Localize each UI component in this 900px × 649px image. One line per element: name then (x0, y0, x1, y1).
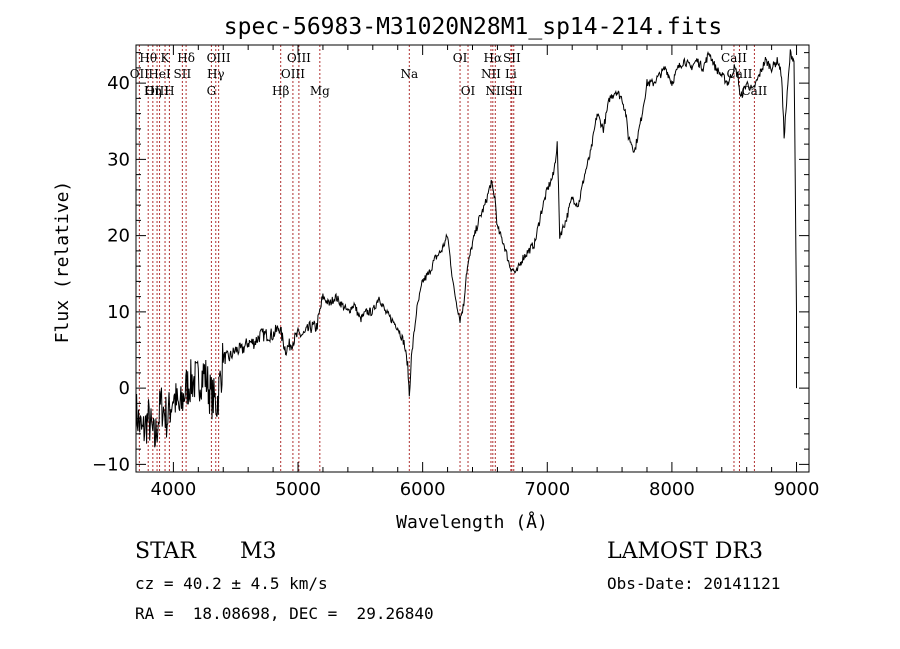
y-tick-label-0: 0 (119, 378, 130, 399)
axis-tick-labels: 4000 5000 6000 7000 8000 9000 −10 0 10 20 30 40 (92, 73, 819, 500)
x-tick-label-8000: 8000 (649, 479, 695, 500)
line-label-19: Hη (144, 84, 162, 98)
flux-series-line (135, 49, 797, 448)
line-label-5: OI (453, 51, 468, 65)
line-label-10: HeI (148, 67, 171, 81)
line-label-18: OIII (145, 84, 169, 98)
y-tick-label-40: 40 (107, 73, 130, 94)
line-label-23: Mg (310, 84, 330, 98)
chart-title: spec-56983-M31020N28M1_sp14-214.fits (224, 14, 723, 40)
line-label-1: K (161, 51, 171, 65)
line-label-26: SII (505, 84, 523, 98)
line-label-0: Hθ (139, 51, 157, 65)
y-axis-label: Flux (relative) (52, 181, 73, 344)
object-class: STAR (135, 539, 196, 564)
line-label-27: CaII (741, 84, 767, 98)
coordinates: RA = 18.08698, DEC = 29.26840 (135, 604, 434, 623)
line-label-6: Hα (484, 51, 503, 65)
redshift-cz: cz = 40.2 ± 4.5 km/s (135, 574, 328, 593)
observation-date: Obs-Date: 20141121 (607, 574, 781, 593)
object-subclass: M3 (240, 539, 277, 564)
x-tick-label-5000: 5000 (275, 479, 321, 500)
line-label-21: G (207, 84, 217, 98)
x-tick-label-9000: 9000 (774, 479, 820, 500)
line-label-20: H (164, 84, 174, 98)
x-tick-label-7000: 7000 (524, 479, 570, 500)
line-label-13: OIII (281, 67, 305, 81)
line-label-9: OII (130, 67, 150, 81)
axis-ticks (136, 45, 809, 472)
line-label-7: SII (503, 51, 521, 65)
line-label-4: OIII (287, 51, 311, 65)
line-label-22: Hβ (272, 84, 289, 98)
x-axis-label: Wavelength (Å) (396, 511, 548, 533)
line-label-3: OIII (207, 51, 231, 65)
line-label-24: OI (461, 84, 476, 98)
line-label-11: SII (174, 67, 192, 81)
line-label-14: Na (400, 67, 418, 81)
line-label-12: Hγ (207, 67, 225, 81)
y-tick-label-20: 20 (107, 226, 130, 247)
line-label-17: CaII (727, 67, 753, 81)
plot-frame (135, 44, 810, 473)
line-label-2: Hδ (177, 51, 195, 65)
y-tick-label-10: 10 (107, 302, 130, 323)
line-label-16: Li (505, 67, 517, 81)
y-tick-label-30: 30 (107, 149, 130, 170)
x-tick-label-4000: 4000 (150, 479, 196, 500)
line-label-25: NII (485, 84, 505, 98)
emission-line-markers (138, 45, 755, 472)
line-label-8: CaII (721, 51, 747, 65)
x-tick-label-6000: 6000 (400, 479, 446, 500)
line-label-15: NII (481, 67, 501, 81)
survey-name: LAMOST DR3 (607, 539, 763, 564)
y-tick-label--10: −10 (92, 454, 130, 475)
